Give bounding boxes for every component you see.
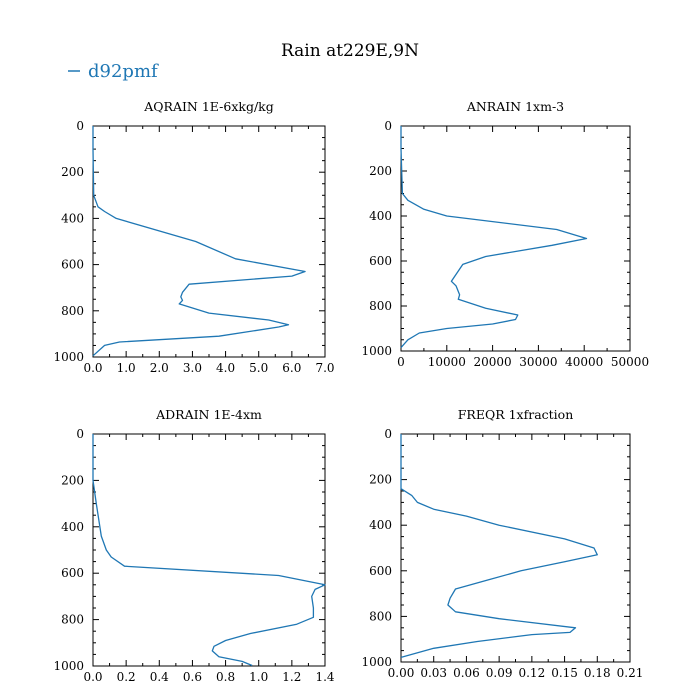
x-tick-label: 0.8 xyxy=(216,670,235,684)
y-tick-label: 800 xyxy=(369,299,392,313)
panel-title: ADRAIN 1E-4xm xyxy=(155,407,262,422)
y-tick-label: 0 xyxy=(384,427,392,441)
panel-title: FREQR 1xfraction xyxy=(458,407,574,422)
y-tick-label: 0 xyxy=(76,427,84,441)
x-tick-label: 1.4 xyxy=(315,670,334,684)
plot-frame xyxy=(92,433,326,667)
x-tick-label: 5.0 xyxy=(249,361,268,375)
y-tick-label: 400 xyxy=(61,211,84,225)
x-tick-label: 0.0 xyxy=(83,361,102,375)
x-tick-label: 0.06 xyxy=(453,666,480,680)
y-tick-label: 400 xyxy=(369,209,392,223)
y-tick-label: 200 xyxy=(369,164,392,178)
y-tick-label: 200 xyxy=(61,165,84,179)
y-tick-label: 400 xyxy=(369,518,392,532)
y-tick-label: 1000 xyxy=(53,350,84,364)
x-tick-label: 0 xyxy=(397,355,405,369)
y-tick-label: 0 xyxy=(76,119,84,133)
panel-title: ANRAIN 1xm-3 xyxy=(466,99,564,114)
x-tick-label: 0.2 xyxy=(117,670,136,684)
y-tick-label: 1000 xyxy=(53,659,84,673)
x-tick-label: 1.0 xyxy=(249,670,268,684)
plot-frame xyxy=(92,125,326,358)
x-tick-label: 2.0 xyxy=(150,361,169,375)
y-tick-label: 600 xyxy=(61,566,84,580)
x-tick-label: 0.6 xyxy=(183,670,202,684)
y-tick-label: 800 xyxy=(61,304,84,318)
panel-aqrain: AQRAIN 1E-6xkg/kg 0.0 1.0 2.0 3.0 4.0 5.0 6.0 7.… xyxy=(53,99,334,375)
x-tick-label: 0.4 xyxy=(150,670,169,684)
y-tick-label: 600 xyxy=(61,258,84,272)
legend: d92pmf xyxy=(68,61,159,82)
x-tick-label: 10000 xyxy=(428,355,466,369)
x-tick-label: 1.2 xyxy=(282,670,301,684)
x-tick-label: 30000 xyxy=(519,355,557,369)
y-tick-label: 600 xyxy=(369,254,392,268)
plot-frame xyxy=(400,433,631,663)
series-line-d92pmf xyxy=(92,126,306,357)
y-tick-label: 600 xyxy=(369,564,392,578)
x-tick-label: 0.09 xyxy=(486,666,513,680)
panel-adrain: ADRAIN 1E-4xm 0.0 0.2 0.4 0.6 0.8 1.0 1.2 1.4 0 20… xyxy=(53,407,334,684)
legend-label: d92pmf xyxy=(88,61,159,82)
y-tick-label: 1000 xyxy=(361,344,392,358)
x-tick-label: 4.0 xyxy=(216,361,235,375)
panel-anrain: ANRAIN 1xm-3 0 10000 20000 30000 40000 50000 0 2… xyxy=(361,99,649,369)
plot-frame xyxy=(400,125,631,352)
figure-title: Rain at229E,9N xyxy=(281,41,419,61)
series-line-d92pmf xyxy=(92,434,326,667)
y-tick-label: 1000 xyxy=(361,655,392,669)
x-tick-label: 3.0 xyxy=(183,361,202,375)
x-tick-label: 0.18 xyxy=(584,666,611,680)
x-tick-label: 0.0 xyxy=(83,670,102,684)
series-line-d92pmf xyxy=(400,434,598,659)
x-tick-label: 0.03 xyxy=(420,666,447,680)
x-tick-label: 7.0 xyxy=(315,361,334,375)
x-tick-label: 0.12 xyxy=(518,666,545,680)
x-tick-label: 40000 xyxy=(565,355,603,369)
x-tick-label: 1.0 xyxy=(117,361,136,375)
y-tick-label: 800 xyxy=(369,609,392,623)
y-tick-label: 200 xyxy=(369,473,392,487)
y-tick-label: 800 xyxy=(61,613,84,627)
x-tick-label: 0.15 xyxy=(551,666,578,680)
x-tick-label: 0.00 xyxy=(388,666,415,680)
series-line-d92pmf xyxy=(400,126,588,349)
y-tick-label: 400 xyxy=(61,520,84,534)
x-tick-label: 20000 xyxy=(474,355,512,369)
y-tick-label: 200 xyxy=(61,473,84,487)
panel-title: AQRAIN 1E-6xkg/kg xyxy=(143,99,273,114)
panel-freqr: FREQR 1xfraction 0.00 0.03 0.06 0.09 0.12 0.15… xyxy=(361,407,643,680)
x-tick-label: 0.21 xyxy=(617,666,644,680)
x-tick-label: 6.0 xyxy=(282,361,301,375)
x-tick-label: 50000 xyxy=(611,355,649,369)
y-tick-label: 0 xyxy=(384,119,392,133)
